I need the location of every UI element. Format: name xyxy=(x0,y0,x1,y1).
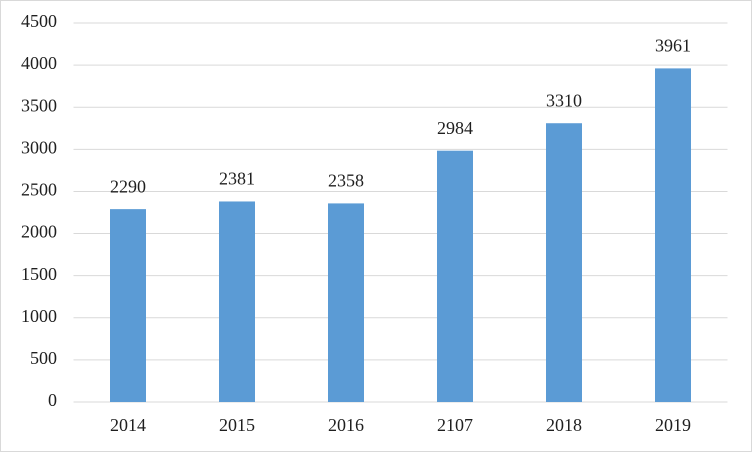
y-tick-label: 4000 xyxy=(21,53,57,73)
y-tick-label: 3500 xyxy=(21,95,57,115)
y-tick-label: 1000 xyxy=(21,306,57,326)
bar xyxy=(328,203,364,402)
x-tick-label: 2014 xyxy=(110,415,146,435)
x-tick-label: 2015 xyxy=(219,415,255,435)
y-tick-label: 0 xyxy=(48,390,57,410)
data-label: 3310 xyxy=(546,90,582,110)
bar xyxy=(546,123,582,403)
x-tick-label: 2019 xyxy=(655,415,691,435)
bar xyxy=(110,209,146,402)
y-tick-label: 3000 xyxy=(21,137,57,157)
y-tick-label: 2500 xyxy=(21,180,57,200)
y-tick-label: 4500 xyxy=(21,11,57,31)
data-label: 2381 xyxy=(219,169,255,189)
bar xyxy=(437,150,473,402)
bar xyxy=(219,201,255,402)
x-tick-label: 2018 xyxy=(546,415,582,435)
data-label: 2290 xyxy=(110,176,146,196)
data-label: 2984 xyxy=(437,118,473,138)
x-tick-label: 2107 xyxy=(437,415,473,435)
y-tick-label: 500 xyxy=(30,348,57,368)
y-tick-label: 2000 xyxy=(21,222,57,242)
x-tick-label: 2016 xyxy=(328,415,364,435)
data-label: 3961 xyxy=(655,36,691,56)
y-tick-label: 1500 xyxy=(21,264,57,284)
bar xyxy=(655,68,691,402)
data-label: 2358 xyxy=(328,171,364,191)
